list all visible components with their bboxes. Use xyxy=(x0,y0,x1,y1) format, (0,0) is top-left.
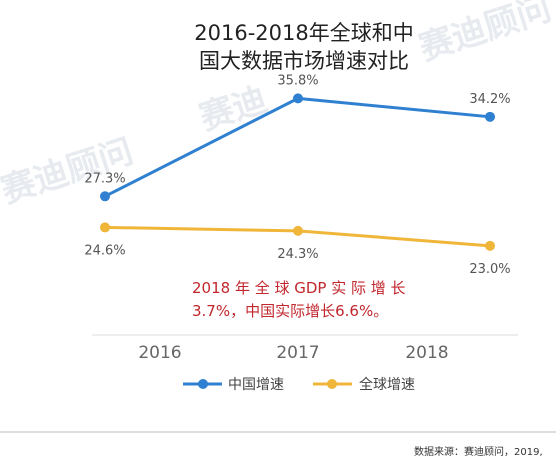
data-point-china-2018 xyxy=(485,111,495,122)
data-label-global-2016: 24.6% xyxy=(84,243,125,258)
x-axis-ticks: 2016 2017 2018 xyxy=(138,343,448,363)
data-label-china-2016: 27.3% xyxy=(84,171,125,186)
legend-item-global: 全球增速 xyxy=(313,376,415,393)
data-label-global-2017: 24.3% xyxy=(277,247,318,262)
data-label-global-2018: 23.0% xyxy=(469,262,510,277)
chart-title-line-2: 国大数据市场增速对比 xyxy=(199,49,409,73)
legend-label-china: 中国增速 xyxy=(228,377,284,393)
series-line-china xyxy=(104,96,491,198)
legend-marker-global xyxy=(327,379,337,389)
data-point-global-2017 xyxy=(293,225,303,236)
source-note: 数据来源：赛迪顾问，2019, xyxy=(414,445,543,458)
legend-label-global: 全球增速 xyxy=(359,376,415,393)
chart-title-line-1: 2016-2018年全球和中 xyxy=(194,21,413,45)
plot-area: 27.3% 35.8% 34.2% 24.6% 24.3% 23.0% xyxy=(84,73,510,276)
x-tick-label-2016: 2016 xyxy=(138,343,181,363)
annotation-line-1: 2018 年 全 球 GDP 实 际 增 长 xyxy=(192,279,406,297)
legend: 中国增速 全球增速 xyxy=(183,376,415,393)
data-point-global-2018 xyxy=(485,240,495,251)
data-label-china-2017: 35.8% xyxy=(277,73,318,88)
legend-item-china: 中国增速 xyxy=(183,377,284,393)
watermark-right: 赛迪顾问 xyxy=(414,0,556,69)
legend-marker-china xyxy=(198,379,208,389)
data-point-china-2016 xyxy=(100,191,110,202)
data-point-global-2016 xyxy=(100,222,110,233)
x-tick-label-2018: 2018 xyxy=(405,343,448,363)
annotation-line-2: 3.7%，中国实际增长6.6%。 xyxy=(192,302,388,320)
data-point-china-2017 xyxy=(293,93,303,104)
x-tick-label-2017: 2017 xyxy=(276,343,319,363)
data-label-china-2018: 34.2% xyxy=(469,92,510,107)
